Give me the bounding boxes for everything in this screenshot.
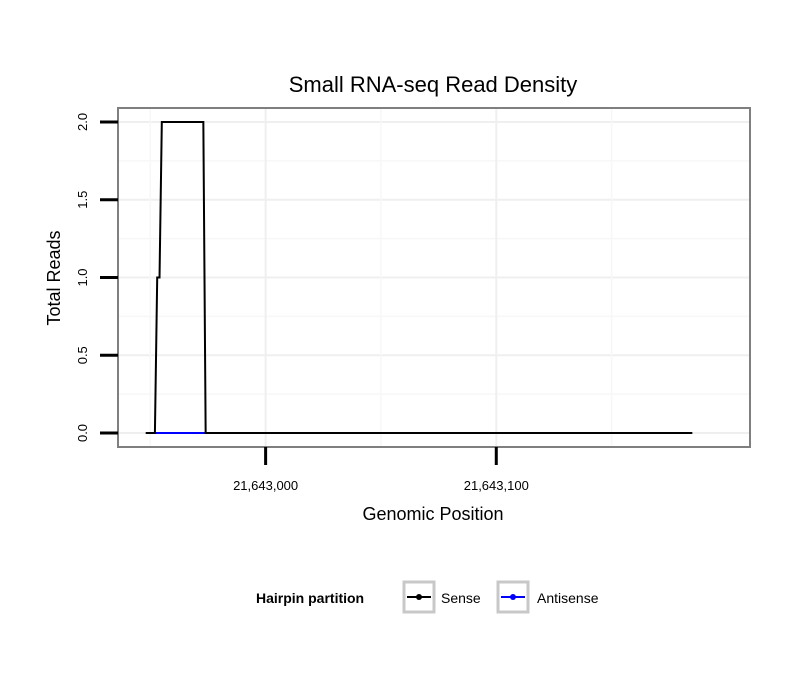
grid-lines [118,108,750,447]
chart-title: Small RNA-seq Read Density [289,72,578,97]
x-tick-label: 21,643,100 [464,478,529,493]
x-axis-title: Genomic Position [362,504,503,524]
legend-antisense-point [510,594,516,600]
y-tick-label: 2.0 [75,113,90,131]
legend: Hairpin partition Sense Antisense [256,580,599,614]
x-tick-label: 21,643,000 [233,478,298,493]
x-axis: 21,643,000 21,643,100 [233,447,529,493]
series-line-sense [145,121,693,434]
legend-label-antisense: Antisense [537,590,599,606]
legend-label-sense: Sense [441,590,481,606]
series-layer [145,121,693,434]
legend-title: Hairpin partition [256,590,364,606]
y-tick-label: 1.0 [75,268,90,286]
legend-sense-point [416,594,422,600]
y-axis-title: Total Reads [44,230,64,325]
y-tick-label: 1.5 [75,191,90,209]
y-axis: 0.0 0.5 1.0 1.5 2.0 [75,113,118,442]
y-tick-label: 0.0 [75,424,90,442]
y-tick-label: 0.5 [75,346,90,364]
